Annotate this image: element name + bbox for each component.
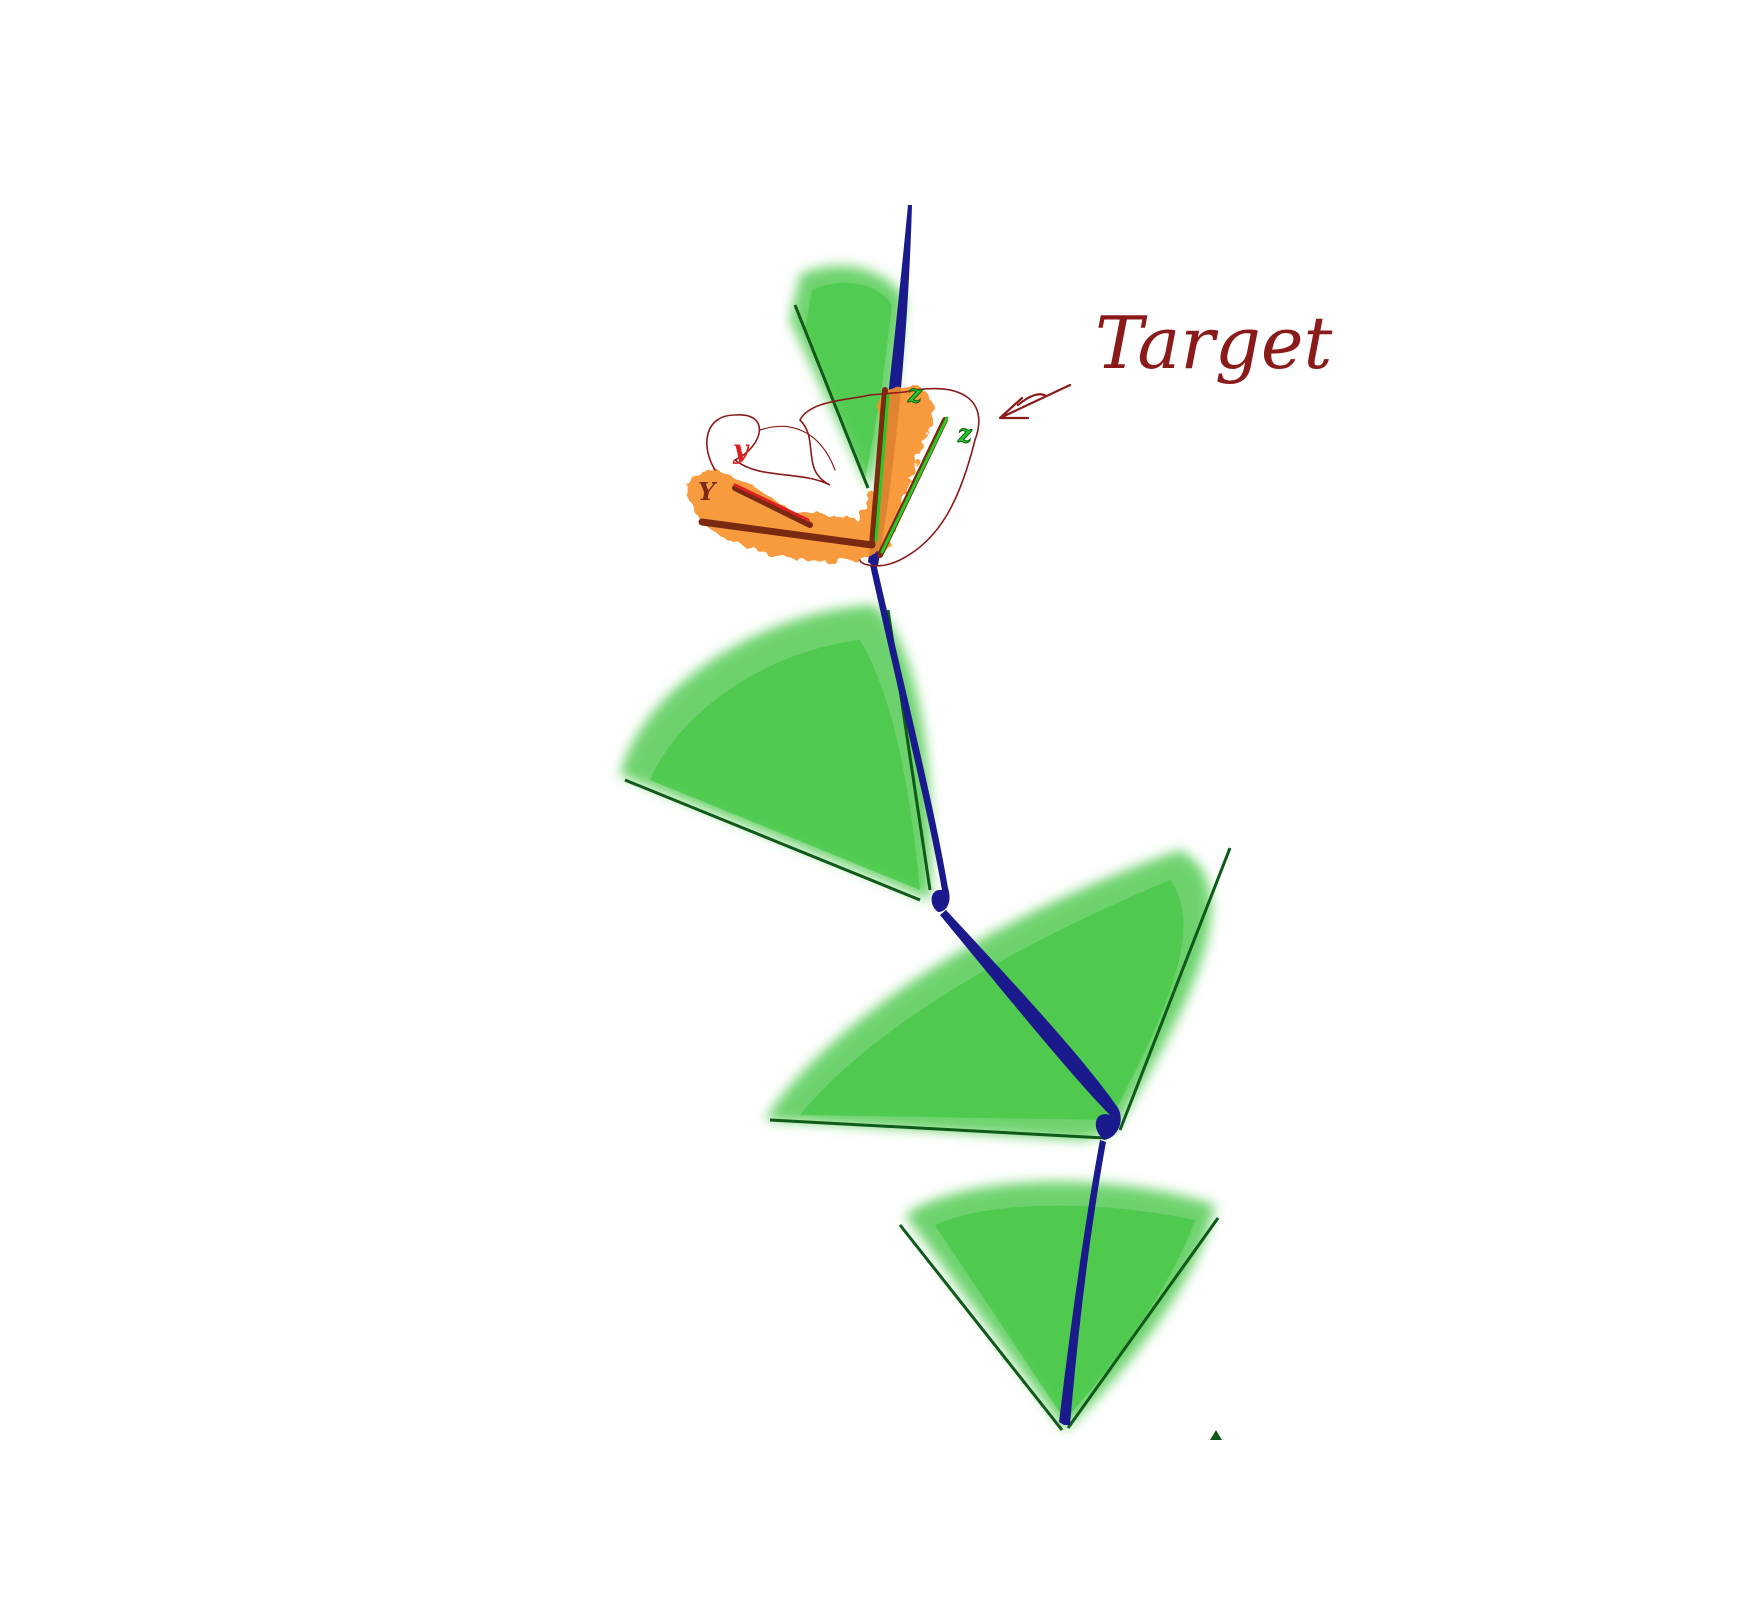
stray-mark-icon xyxy=(1210,1430,1222,1440)
cone-3-edge-bottom xyxy=(769,1118,1106,1140)
label-z-current: z xyxy=(907,379,923,408)
joint-limit-cone-2 xyxy=(620,605,932,902)
label-z-target: z xyxy=(957,419,973,448)
target-y-axis-dark xyxy=(732,485,813,528)
cone-2-edge-left xyxy=(624,778,921,902)
bone-segment-1 xyxy=(1059,1140,1106,1425)
cone-4-edge-left xyxy=(898,1224,1064,1431)
target-outline-inner xyxy=(759,425,836,471)
current-z-axis xyxy=(869,387,888,548)
cone-1-fill-core xyxy=(805,282,892,480)
bone-segment-3 xyxy=(870,563,950,912)
cone-1-edge xyxy=(793,304,870,489)
target-z-axis xyxy=(880,416,949,554)
target-label: Target xyxy=(1095,301,1333,385)
current-y-axis xyxy=(698,518,876,549)
target-frame-axes xyxy=(732,416,949,558)
cone-4-fill-core xyxy=(935,1205,1195,1420)
target-arrow-icon xyxy=(998,383,1072,420)
cone-4-edge-right xyxy=(1066,1217,1220,1429)
label-y-current: Y xyxy=(698,477,718,506)
cone-3-fill-core xyxy=(800,880,1184,1120)
joint-limit-cone-4 xyxy=(898,1181,1220,1431)
bone-segment-2 xyxy=(940,910,1121,1140)
annotation-outline xyxy=(706,387,980,567)
target-y-axis xyxy=(733,483,810,522)
joint-limit-cone-3 xyxy=(765,847,1232,1140)
cone-3-edge-right xyxy=(1118,847,1232,1131)
joint-limit-cone-1 xyxy=(790,265,905,490)
label-y-target: y xyxy=(732,435,750,465)
cone-2-fill-core xyxy=(650,640,920,890)
current-frame-axes xyxy=(698,387,890,549)
target-annotation: Target xyxy=(998,301,1333,420)
current-z-axis-green xyxy=(874,393,890,542)
target-outline-stroke xyxy=(706,387,980,567)
